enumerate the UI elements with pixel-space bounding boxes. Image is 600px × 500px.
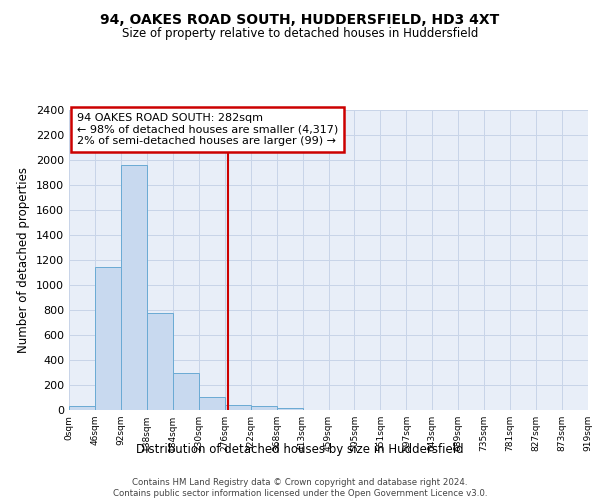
Bar [69,406,95,410]
Text: 94, OAKES ROAD SOUTH, HUDDERSFIELD, HD3 4XT: 94, OAKES ROAD SOUTH, HUDDERSFIELD, HD3 … [100,12,500,26]
Bar [95,267,121,410]
Text: 94 OAKES ROAD SOUTH: 282sqm
← 98% of detached houses are smaller (4,317)
2% of s: 94 OAKES ROAD SOUTH: 282sqm ← 98% of det… [77,113,338,146]
Bar [199,396,224,410]
Bar [225,405,251,410]
Text: Distribution of detached houses by size in Huddersfield: Distribution of detached houses by size … [136,442,464,456]
Text: Contains HM Land Registry data © Crown copyright and database right 2024.
Contai: Contains HM Land Registry data © Crown c… [113,478,487,498]
Bar [147,312,173,410]
Bar [173,372,199,410]
Text: Size of property relative to detached houses in Huddersfield: Size of property relative to detached ho… [122,28,478,40]
Bar [121,165,147,410]
Bar [251,406,277,410]
Y-axis label: Number of detached properties: Number of detached properties [17,167,31,353]
Bar [277,408,302,410]
